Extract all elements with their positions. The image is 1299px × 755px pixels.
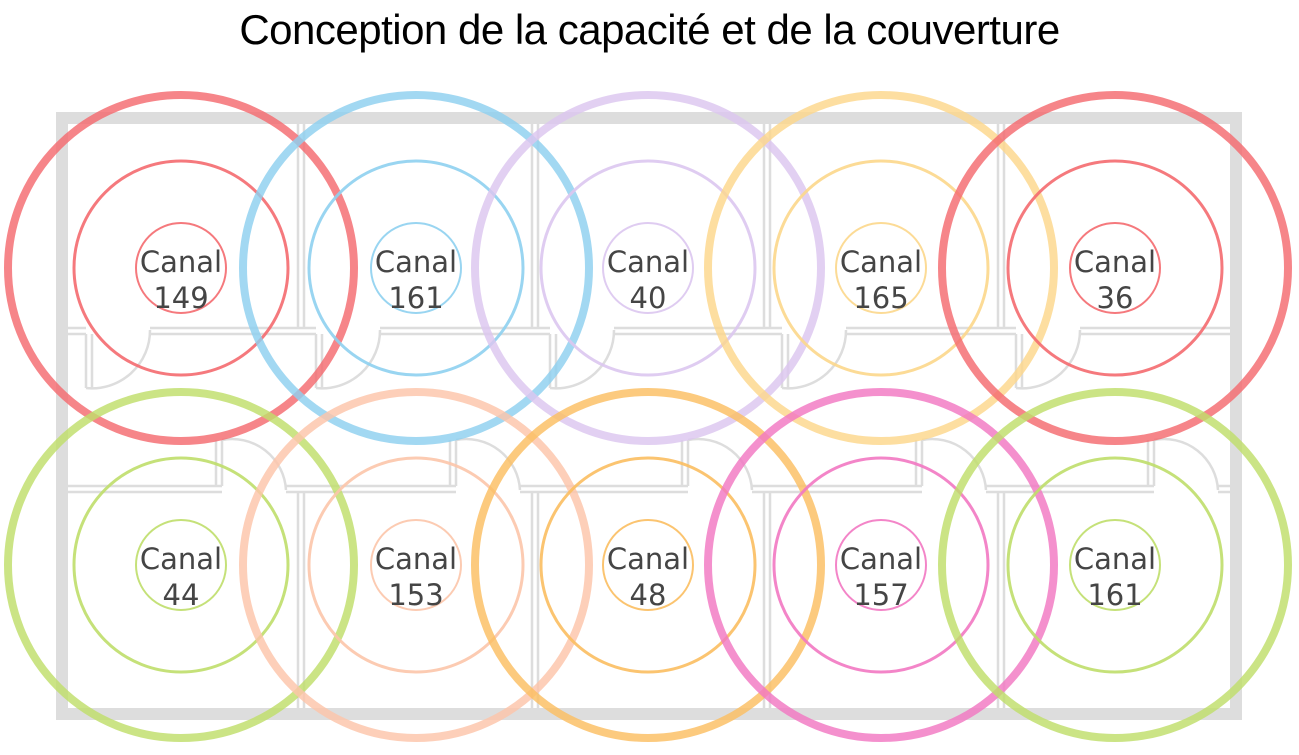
access-point-161 xyxy=(239,91,593,445)
coverage-ring-outer xyxy=(471,388,825,742)
channel-number: 48 xyxy=(630,578,667,612)
coverage-ring-outer xyxy=(471,91,825,445)
door-swing xyxy=(687,437,754,491)
channel-label: Canal xyxy=(375,542,457,576)
room-wall xyxy=(532,326,550,336)
room-wall xyxy=(1218,484,1230,494)
room-wall xyxy=(520,484,532,494)
channel-label: Canal xyxy=(840,245,922,279)
channel-label: Canal xyxy=(140,542,222,576)
coverage-ring-middle xyxy=(539,159,757,377)
coverage-ring-inner xyxy=(135,519,227,611)
page-title: Conception de la capacité et de la couve… xyxy=(239,6,1060,53)
access-point-157 xyxy=(704,388,1058,742)
room-wall xyxy=(998,326,1016,336)
coverage-ring-middle xyxy=(307,159,525,377)
coverage-ring-inner xyxy=(370,519,462,611)
channel-number: 149 xyxy=(153,281,208,315)
channel-number: 161 xyxy=(1087,578,1142,612)
room-wall xyxy=(150,326,298,336)
coverage-ring-outer xyxy=(239,388,593,742)
channel-label: Canal xyxy=(607,245,689,279)
room-wall xyxy=(998,484,1154,494)
room-wall xyxy=(68,484,222,494)
coverage-ring-inner xyxy=(1069,519,1161,611)
access-point-48 xyxy=(471,388,825,742)
room-wall xyxy=(764,484,922,494)
outer-wall xyxy=(56,112,1242,720)
access-point-165 xyxy=(704,91,1058,445)
room-wall xyxy=(846,326,998,336)
coverage-ring-outer xyxy=(4,91,358,445)
coverage-ring-inner xyxy=(370,222,462,314)
access-point-44 xyxy=(4,388,358,742)
channel-labels: Canal149Canal161Canal40Canal165Canal36Ca… xyxy=(140,245,1156,612)
door-swing xyxy=(921,437,988,491)
door-swing xyxy=(1015,329,1082,390)
channel-number: 165 xyxy=(853,281,908,315)
room-wall xyxy=(752,484,764,494)
channel-number: 157 xyxy=(853,578,908,612)
room-wall xyxy=(614,326,764,336)
room-wall xyxy=(532,484,688,494)
room-wall xyxy=(298,326,316,336)
coverage-ring-middle xyxy=(1006,456,1224,674)
coverage-ring-middle xyxy=(772,159,990,377)
coverage-ring-middle xyxy=(307,456,525,674)
coverage-ring-outer xyxy=(938,388,1292,742)
channel-label: Canal xyxy=(375,245,457,279)
door-swing xyxy=(85,329,152,390)
channel-number: 44 xyxy=(163,578,200,612)
room-wall xyxy=(68,326,86,336)
floor-plan-walls xyxy=(56,112,1242,720)
access-point-40 xyxy=(471,91,825,445)
door-swing xyxy=(315,329,382,390)
coverage-ring-middle xyxy=(772,456,990,674)
coverage-ring-inner xyxy=(602,222,694,314)
door-swing xyxy=(455,437,522,491)
access-point-149 xyxy=(4,91,358,445)
coverage-ring-middle xyxy=(539,456,757,674)
room-wall xyxy=(286,484,298,494)
coverage-ring-middle xyxy=(72,159,290,377)
door-swing xyxy=(221,437,288,491)
access-point-161 xyxy=(938,388,1292,742)
channel-label: Canal xyxy=(1074,245,1156,279)
room-wall xyxy=(380,326,532,336)
coverage-ring-outer xyxy=(704,91,1058,445)
coverage-ring-outer xyxy=(938,91,1292,445)
coverage-ring-outer xyxy=(704,388,1058,742)
door-swing xyxy=(781,329,848,390)
channel-label: Canal xyxy=(1074,542,1156,576)
coverage-ring-middle xyxy=(1006,159,1224,377)
channel-label: Canal xyxy=(140,245,222,279)
channel-label: Canal xyxy=(840,542,922,576)
channel-number: 36 xyxy=(1097,281,1134,315)
channel-number: 161 xyxy=(388,281,443,315)
access-point-36 xyxy=(938,91,1292,445)
door-swing xyxy=(1153,437,1220,491)
coverage-ring-outer xyxy=(4,388,358,742)
room-wall xyxy=(298,484,456,494)
coverage-ring-inner xyxy=(835,222,927,314)
coverage-ring-inner xyxy=(835,519,927,611)
channel-label: Canal xyxy=(607,542,689,576)
channel-number: 153 xyxy=(388,578,443,612)
coverage-ring-outer xyxy=(239,91,593,445)
room-wall xyxy=(764,326,782,336)
room-wall xyxy=(1080,326,1230,336)
coverage-ring-middle xyxy=(72,456,290,674)
access-point-153 xyxy=(239,388,593,742)
coverage-circles xyxy=(4,91,1292,742)
coverage-ring-inner xyxy=(135,222,227,314)
door xyxy=(84,334,94,388)
coverage-ring-inner xyxy=(602,519,694,611)
door-swing xyxy=(549,329,616,390)
room-wall xyxy=(986,484,998,494)
coverage-ring-inner xyxy=(1069,222,1161,314)
channel-number: 40 xyxy=(630,281,667,315)
